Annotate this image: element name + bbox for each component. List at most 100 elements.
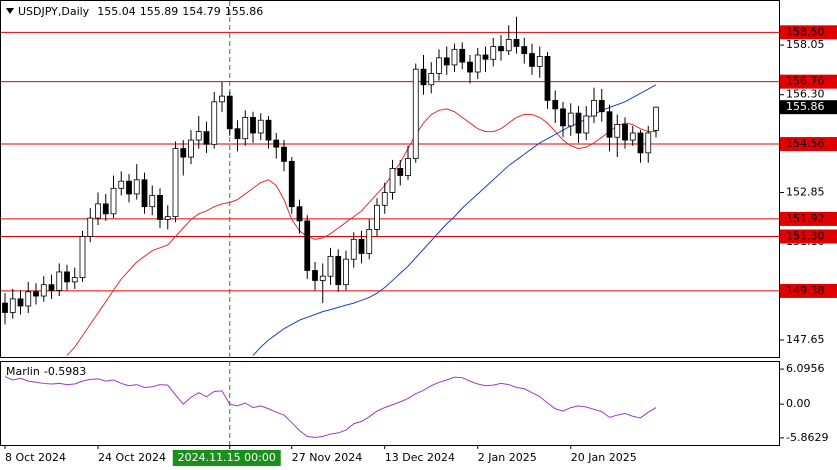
indicator-header: Marlin -0.5983 (6, 365, 86, 378)
candle-body (397, 168, 404, 176)
candle-body (195, 131, 202, 141)
candle-body (71, 277, 78, 283)
candle-body (552, 99, 559, 110)
candle-body (211, 101, 218, 145)
y-tick-label: 158.05 (786, 38, 825, 51)
candle-body (482, 54, 489, 60)
candle-body (622, 124, 628, 141)
candle-body (443, 57, 450, 66)
candle-body (2, 302, 8, 313)
candle-body (25, 291, 32, 307)
indicator-name: Marlin (6, 365, 40, 378)
candle-body (64, 271, 70, 283)
candle-body (157, 194, 163, 220)
candle-body (9, 298, 16, 313)
x-tick-label: 2024.11.15 00:00 (178, 451, 276, 464)
y-tick-label: 156.30 (786, 88, 825, 101)
x-tick-label: 8 Oct 2024 (5, 451, 66, 464)
candle-body (343, 258, 349, 286)
candle-body (335, 255, 342, 286)
level-label: 158.50 (786, 25, 825, 38)
level-label: 156.76 (786, 75, 825, 88)
y-tick-label: 147.65 (786, 333, 825, 346)
candle-body (567, 112, 574, 127)
indicator-value: -0.5983 (44, 365, 86, 378)
candle-body (598, 99, 605, 113)
candle-body (219, 95, 225, 103)
low-value: 154.79 (182, 5, 221, 18)
x-tick-label: 20 Jan 2025 (571, 451, 637, 464)
menu-arrow[interactable] (6, 8, 14, 14)
y-tick-label: 152.85 (786, 186, 825, 199)
candle-body (505, 39, 512, 52)
x-label-highlight (172, 450, 281, 466)
symbol: USDJPY,Daily (18, 5, 90, 18)
close-value: 155.86 (225, 5, 264, 18)
indicator-tick-label: -5.8629 (786, 431, 828, 444)
candle-body (265, 119, 272, 141)
candle-body (474, 54, 481, 73)
moving-average-line (66, 108, 656, 356)
candle-body (366, 228, 373, 254)
candle-body (513, 39, 520, 47)
candle-body (358, 238, 365, 254)
candle-body (281, 146, 287, 162)
indicator-tick-label: 6.0956 (786, 362, 825, 375)
candle-body (498, 46, 504, 52)
candle-body (374, 204, 380, 230)
candle-body (17, 298, 24, 307)
chart-header: USDJPY,Daily 155.04 155.89 154.79 155.86 (18, 5, 263, 18)
candle-body (288, 160, 295, 208)
high-value: 155.89 (140, 5, 179, 18)
candle-body (490, 46, 497, 60)
candle-body (87, 217, 94, 237)
candle-body (575, 112, 582, 134)
candle-body (304, 220, 311, 271)
candle-body (126, 180, 132, 195)
candle-body (234, 128, 241, 140)
candle-body (79, 236, 86, 279)
candle-body (226, 95, 233, 130)
candle-body (56, 271, 63, 291)
level-label-box (780, 211, 837, 226)
open-value: 155.04 (97, 5, 136, 18)
candle-body (312, 270, 318, 281)
candle-body (319, 275, 326, 281)
candle-body (327, 255, 334, 277)
candle-body (242, 116, 249, 140)
candle-body (95, 203, 101, 219)
candle-body (637, 132, 644, 154)
candle-body (273, 139, 280, 148)
candle-body (544, 56, 551, 101)
candle-body (653, 106, 659, 131)
candle-body (381, 192, 388, 206)
level-label: 151.92 (786, 212, 825, 225)
candle-body (180, 148, 187, 158)
candle-body (102, 203, 109, 215)
main-panel (0, 0, 780, 358)
candle-body (428, 73, 435, 86)
candle-body (451, 48, 458, 66)
candle-body (412, 68, 419, 159)
candle-body (48, 284, 55, 291)
level-label: 149.38 (786, 284, 825, 297)
candle-body (583, 115, 590, 134)
candle-body (203, 131, 210, 145)
candle-body (629, 132, 636, 141)
candle-body (529, 53, 535, 67)
x-tick-label: 24 Oct 2024 (98, 451, 166, 464)
candle-body (405, 158, 411, 176)
candle-body (250, 116, 256, 134)
candle-body (133, 179, 140, 195)
x-tick-label: 13 Dec 2024 (385, 451, 455, 464)
level-label: 151.30 (786, 229, 825, 242)
candle-body (33, 291, 39, 297)
level-label: 154.56 (786, 137, 825, 150)
candle-body (350, 238, 357, 260)
candle-body (257, 119, 264, 134)
candle-body (40, 284, 47, 297)
candle-body (645, 132, 652, 154)
candle-body (614, 124, 621, 138)
x-tick-label: 27 Nov 2024 (292, 451, 362, 464)
